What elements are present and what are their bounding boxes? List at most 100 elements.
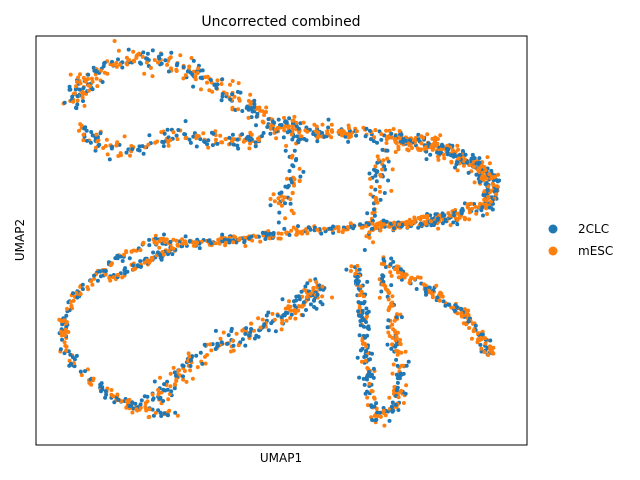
scatter-point [383, 413, 388, 418]
scatter-point [441, 152, 446, 157]
scatter-point [240, 328, 245, 333]
scatter-point [131, 263, 135, 268]
scatter-point [205, 142, 210, 147]
scatter-point [312, 297, 317, 302]
scatter-point [425, 214, 430, 218]
scatter-point [158, 410, 163, 415]
scatter-point [213, 328, 218, 333]
scatter-point [194, 353, 199, 358]
scatter-point [169, 50, 174, 55]
scatter-point [482, 350, 487, 354]
scatter-point [114, 61, 119, 65]
scatter-point [181, 65, 186, 70]
scatter-point [390, 400, 395, 405]
scatter-point [379, 137, 384, 142]
scatter-point [94, 69, 99, 74]
scatter-point [482, 189, 487, 194]
scatter-point [162, 131, 167, 136]
scatter-point [186, 351, 191, 356]
scatter-point [242, 239, 247, 243]
scatter-point [120, 259, 125, 263]
scatter-point [477, 160, 482, 165]
scatter-point [172, 370, 177, 375]
scatter-point [336, 226, 341, 231]
scatter-point [364, 126, 369, 131]
scatter-point [419, 141, 424, 146]
scatter-point [151, 413, 156, 418]
scatter-point [378, 189, 382, 194]
scatter-point [448, 223, 453, 228]
scatter-point [202, 139, 206, 144]
scatter-point [89, 130, 94, 134]
scatter-point [74, 79, 79, 84]
scatter-point [65, 306, 69, 311]
scatter-point [122, 268, 127, 273]
scatter-point [366, 403, 370, 408]
scatter-point [349, 134, 353, 139]
scatter-point [394, 372, 399, 377]
scatter-point [430, 143, 435, 148]
scatter-point [271, 232, 276, 237]
scatter-point [423, 286, 428, 291]
scatter-point [356, 279, 361, 284]
scatter-point [373, 418, 378, 423]
scatter-point [229, 326, 234, 331]
scatter-point [363, 134, 368, 139]
scatter-point [403, 349, 408, 354]
scatter-point [373, 173, 378, 178]
scatter-point [87, 381, 92, 385]
scatter-point [188, 70, 193, 75]
scatter-point [305, 129, 310, 134]
scatter-point [252, 98, 257, 103]
scatter-point [392, 220, 397, 225]
scatter-point [390, 371, 395, 376]
scatter-point [247, 146, 252, 151]
scatter-point [389, 346, 394, 351]
scatter-point [440, 213, 445, 218]
scatter-point [389, 283, 394, 288]
scatter-point [413, 218, 417, 222]
scatter-point [150, 256, 155, 261]
scatter-point [368, 176, 373, 181]
scatter-point [421, 135, 426, 140]
scatter-point [147, 133, 152, 138]
scatter-point [210, 143, 215, 148]
scatter-point [272, 120, 277, 125]
scatter-point [384, 137, 389, 142]
scatter-point [237, 98, 242, 103]
scatter-point [488, 347, 492, 351]
scatter-point [372, 213, 377, 218]
scatter-point [383, 286, 388, 291]
scatter-point [284, 318, 289, 323]
scatter-point [183, 136, 188, 141]
scatter-point [292, 177, 297, 182]
scatter-point [172, 386, 177, 391]
scatter-point [296, 308, 301, 313]
scatter-point [472, 156, 477, 161]
scatter-point [292, 183, 296, 188]
scatter-point [249, 132, 254, 137]
scatter-point [94, 76, 99, 81]
scatter-point [344, 267, 349, 272]
scatter-point [290, 163, 295, 168]
scatter-point [394, 388, 399, 393]
scatter-point [131, 406, 136, 411]
scatter-point [261, 120, 266, 125]
scatter-point [456, 147, 461, 152]
scatter-point [382, 423, 387, 428]
scatter-point [397, 222, 401, 227]
scatter-point [77, 87, 82, 92]
scatter-point [214, 86, 219, 91]
scatter-point [311, 132, 316, 136]
scatter-point [392, 318, 397, 323]
scatter-point [266, 310, 271, 315]
scatter-point [485, 212, 489, 216]
scatter-point [374, 199, 379, 204]
scatter-point [129, 144, 134, 148]
scatter-point [387, 395, 392, 400]
scatter-point [85, 367, 90, 372]
scatter-point [395, 376, 400, 381]
scatter-point [235, 137, 240, 142]
scatter-point [348, 269, 353, 273]
scatter-point [145, 399, 150, 404]
